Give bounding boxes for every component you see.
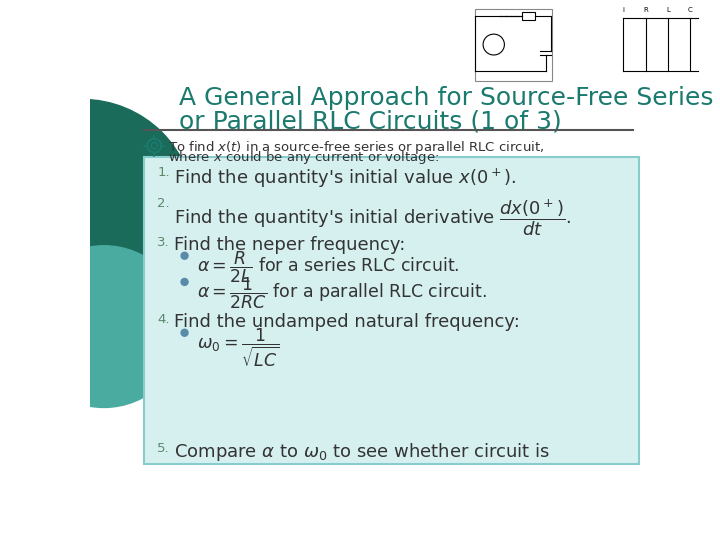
Circle shape bbox=[22, 246, 185, 408]
Text: 2.: 2. bbox=[158, 197, 170, 210]
Circle shape bbox=[181, 329, 188, 336]
Text: To find $x(t)$ in a source-free series or parallel RLC circuit,: To find $x(t)$ in a source-free series o… bbox=[168, 139, 544, 156]
FancyBboxPatch shape bbox=[144, 157, 639, 464]
Text: C: C bbox=[688, 7, 693, 13]
Circle shape bbox=[181, 252, 188, 259]
Text: L: L bbox=[666, 7, 670, 13]
Bar bbox=[522, 12, 535, 20]
Text: Find the quantity's initial value $x(0^+)$.: Find the quantity's initial value $x(0^+… bbox=[174, 166, 516, 190]
Text: 4.: 4. bbox=[158, 313, 170, 326]
Text: 1.: 1. bbox=[158, 166, 170, 179]
Text: i: i bbox=[622, 7, 624, 13]
Text: $\alpha = \dfrac{1}{2RC}$ for a parallel RLC circuit.: $\alpha = \dfrac{1}{2RC}$ for a parallel… bbox=[197, 276, 487, 311]
Text: Find the undamped natural frequency:: Find the undamped natural frequency: bbox=[174, 313, 520, 330]
Text: Compare $\alpha$ to $\omega_0$ to see whether circuit is: Compare $\alpha$ to $\omega_0$ to see wh… bbox=[174, 441, 550, 463]
Text: Find the neper frequency:: Find the neper frequency: bbox=[174, 236, 405, 254]
Text: or Parallel RLC Circuits (1 of 3): or Parallel RLC Circuits (1 of 3) bbox=[179, 110, 562, 133]
Circle shape bbox=[181, 279, 188, 286]
Text: $\alpha = \dfrac{R}{2L}$ for a series RLC circuit.: $\alpha = \dfrac{R}{2L}$ for a series RL… bbox=[197, 249, 459, 285]
Text: where $x$ could be any current or voltage:: where $x$ could be any current or voltag… bbox=[168, 150, 439, 166]
Text: Find the quantity's initial derivative $\dfrac{dx(0^+)}{dt}$.: Find the quantity's initial derivative $… bbox=[174, 197, 571, 238]
Text: $\omega_0 = \dfrac{1}{\sqrt{LC}}$: $\omega_0 = \dfrac{1}{\sqrt{LC}}$ bbox=[197, 327, 279, 369]
Circle shape bbox=[0, 99, 194, 323]
Text: 3.: 3. bbox=[158, 236, 170, 249]
Text: R: R bbox=[643, 7, 648, 13]
Text: A General Approach for Source-Free Series: A General Approach for Source-Free Serie… bbox=[179, 86, 714, 110]
Bar bbox=[475, 9, 552, 81]
Text: 5.: 5. bbox=[158, 442, 170, 455]
